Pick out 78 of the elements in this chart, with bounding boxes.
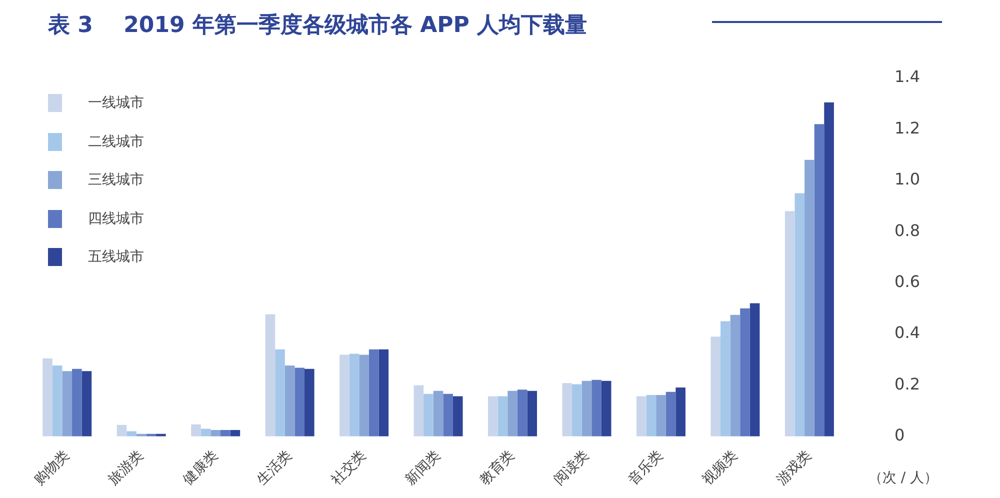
bar bbox=[126, 431, 136, 436]
bar bbox=[710, 336, 721, 436]
bar bbox=[433, 390, 444, 436]
x-tick-label: 音乐类 bbox=[625, 447, 666, 488]
bar bbox=[230, 430, 240, 436]
bar bbox=[814, 124, 824, 436]
bar bbox=[582, 380, 592, 436]
bar bbox=[220, 430, 230, 436]
y-tick-label: 0.8 bbox=[894, 220, 920, 240]
chart-title: 表 3 2019 年第一季度各级城市各 APP 人均下载量 bbox=[48, 12, 588, 40]
legend-label: 一线城市 bbox=[88, 94, 144, 112]
x-tick-label: 旅游类 bbox=[106, 447, 147, 488]
bar bbox=[62, 371, 72, 436]
x-tick-label: 新闻类 bbox=[402, 447, 444, 488]
bar bbox=[720, 321, 730, 436]
bar bbox=[508, 390, 518, 436]
x-tick-label: 健康类 bbox=[180, 447, 221, 488]
bar bbox=[414, 385, 424, 436]
bar bbox=[517, 390, 528, 436]
bar bbox=[52, 366, 62, 436]
legend-label: 五线城市 bbox=[88, 248, 144, 266]
bar bbox=[804, 160, 814, 436]
legend-label: 三线城市 bbox=[88, 171, 144, 190]
bar bbox=[750, 303, 760, 436]
y-tick-label: 1.4 bbox=[894, 67, 920, 86]
bar bbox=[740, 308, 750, 436]
bar bbox=[72, 368, 82, 436]
y-axis-title: （次 / 人） bbox=[868, 470, 938, 486]
bar bbox=[601, 380, 612, 436]
bar bbox=[191, 424, 201, 436]
bar bbox=[452, 396, 463, 436]
bar bbox=[498, 396, 508, 436]
bar bbox=[294, 368, 305, 436]
bar bbox=[116, 424, 127, 436]
bar bbox=[562, 383, 572, 436]
bar bbox=[527, 390, 538, 436]
bar bbox=[200, 428, 211, 436]
y-tick-label: 0 bbox=[894, 426, 905, 445]
y-tick-label: 0.6 bbox=[894, 272, 920, 291]
bar bbox=[340, 354, 350, 436]
y-tick-label: 0.2 bbox=[894, 374, 920, 394]
bar bbox=[646, 394, 656, 436]
bar bbox=[666, 392, 676, 436]
x-tick-label: 视频类 bbox=[700, 447, 741, 488]
bar bbox=[82, 371, 92, 436]
y-tick-label: 0.4 bbox=[894, 323, 920, 342]
bar bbox=[424, 394, 434, 436]
bar bbox=[443, 394, 453, 436]
bar bbox=[824, 102, 834, 436]
bar bbox=[636, 396, 646, 436]
bar bbox=[265, 314, 276, 436]
bar bbox=[210, 430, 220, 436]
bar bbox=[794, 193, 805, 436]
bar bbox=[488, 396, 498, 436]
bar bbox=[592, 380, 602, 436]
x-tick-label: 购物类 bbox=[32, 447, 73, 488]
bar bbox=[42, 358, 52, 436]
y-tick-label: 1.2 bbox=[894, 118, 920, 138]
legend-label: 二线城市 bbox=[88, 132, 144, 151]
bar bbox=[676, 388, 686, 436]
y-tick-label: 1.0 bbox=[894, 170, 920, 189]
bar bbox=[284, 366, 295, 436]
x-tick-label: 教育类 bbox=[476, 446, 518, 488]
x-tick-label: 阅读类 bbox=[551, 447, 592, 488]
bar bbox=[656, 394, 666, 436]
bar bbox=[304, 368, 314, 436]
bar bbox=[572, 384, 582, 436]
legend-label: 四线城市 bbox=[88, 210, 144, 228]
x-tick-label: 生活类 bbox=[254, 447, 296, 488]
bar bbox=[275, 349, 285, 436]
bar bbox=[784, 211, 795, 436]
bar bbox=[378, 349, 389, 436]
x-tick-label: 游戏类 bbox=[774, 447, 815, 488]
bar bbox=[368, 349, 379, 436]
bar bbox=[359, 354, 369, 436]
x-tick-label: 社交类 bbox=[328, 447, 370, 488]
bar bbox=[730, 314, 740, 436]
bar bbox=[349, 354, 360, 436]
